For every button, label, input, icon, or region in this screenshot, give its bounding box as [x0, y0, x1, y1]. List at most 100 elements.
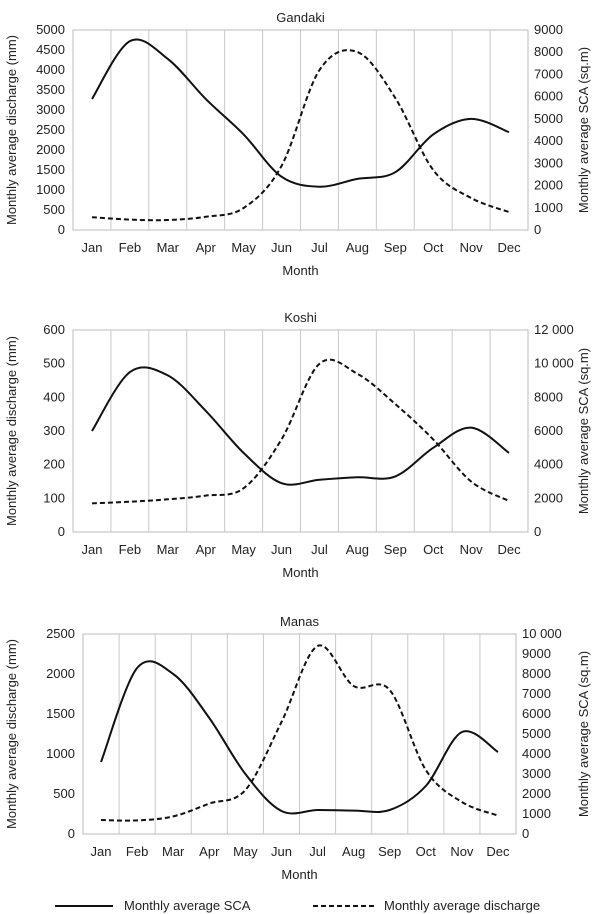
- sca-series-line: [91, 366, 510, 486]
- y-left-tick-label: 2500: [46, 626, 75, 641]
- y-right-tick-label: 0: [522, 826, 529, 841]
- y-right-tick-label: 12 000: [534, 322, 574, 337]
- y-left-tick-label: 600: [43, 322, 65, 337]
- y-right-tick-label: 8000: [534, 44, 563, 59]
- discharge-series-line: [91, 358, 510, 505]
- y-left-tick-label: 500: [53, 786, 75, 801]
- x-tick-label: Jul: [311, 542, 328, 557]
- x-tick-label: Dec: [497, 542, 521, 557]
- y-right-tick-label: 4000: [522, 746, 551, 761]
- x-tick-label: Nov: [460, 240, 484, 255]
- y-right-tick-label: 10 000: [534, 356, 574, 371]
- x-tick-label: Feb: [119, 240, 141, 255]
- y-right-axis-label: Monthly average SCA (sq.m): [576, 47, 591, 213]
- x-tick-label: Jun: [271, 240, 292, 255]
- y-left-tick-label: 0: [58, 524, 65, 539]
- y-left-axis-label: Monthly average discharge (mm): [4, 639, 19, 829]
- x-tick-label: Aug: [346, 240, 369, 255]
- x-tick-label: Sep: [378, 844, 401, 859]
- y-left-tick-label: 1500: [36, 162, 65, 177]
- x-tick-label: Sep: [384, 240, 407, 255]
- x-axis-label: Month: [282, 565, 318, 580]
- x-tick-label: Oct: [423, 240, 444, 255]
- y-right-tick-label: 6000: [534, 423, 563, 438]
- y-right-tick-label: 1000: [534, 200, 563, 215]
- y-left-tick-label: 300: [43, 423, 65, 438]
- y-right-tick-label: 1000: [522, 806, 551, 821]
- x-tick-label: Mar: [157, 542, 180, 557]
- y-right-tick-label: 2000: [534, 490, 563, 505]
- y-right-axis-label: Monthly average SCA (sq.m): [576, 348, 591, 514]
- y-left-tick-label: 3000: [36, 102, 65, 117]
- x-tick-label: Nov: [450, 844, 474, 859]
- legend-solid-label: Monthly average SCA: [124, 898, 251, 913]
- y-left-tick-label: 500: [43, 356, 65, 371]
- y-right-tick-label: 0: [534, 222, 541, 237]
- chart-panel-manas: Manas 0 500 1000 1500 2000 2500 0 1000 2000 3000 40…: [4, 614, 591, 882]
- x-tick-label: Dec: [497, 240, 521, 255]
- y-left-tick-label: 1000: [46, 746, 75, 761]
- y-left-tick-label: 400: [43, 389, 65, 404]
- x-tick-label: Feb: [126, 844, 148, 859]
- chart-panel-koshi: Koshi01002003004005006000200040006000800…: [4, 310, 591, 580]
- x-tick-label: Apr: [199, 844, 220, 859]
- y-right-axis-label: Monthly average SCA (sq.m): [576, 651, 591, 817]
- x-tick-label: Jan: [91, 844, 112, 859]
- y-right-tick-label: 4000: [534, 457, 563, 472]
- x-tick-label: Jan: [81, 240, 102, 255]
- x-tick-label: May: [231, 542, 256, 557]
- chart-title: Koshi: [284, 310, 317, 325]
- x-tick-label: Mar: [162, 844, 185, 859]
- y-left-tick-label: 1500: [46, 706, 75, 721]
- y-left-tick-label: 500: [43, 202, 65, 217]
- y-right-tick-label: 7000: [534, 66, 563, 81]
- y-right-tick-label: 5000: [534, 111, 563, 126]
- y-right-tick-label: 8000: [534, 389, 563, 404]
- y-left-tick-label: 100: [43, 490, 65, 505]
- y-right-tick-label: 2000: [534, 178, 563, 193]
- x-tick-label: Jan: [81, 542, 102, 557]
- y-left-tick-label: 3500: [36, 82, 65, 97]
- x-tick-label: Jul: [311, 240, 328, 255]
- x-tick-label: Dec: [486, 844, 510, 859]
- y-right-tick-label: 9000: [534, 22, 563, 37]
- sca-series-line: [91, 38, 510, 188]
- y-left-tick-label: 1000: [36, 182, 65, 197]
- sca-series-line: [100, 660, 499, 815]
- y-right-tick-label: 3000: [534, 155, 563, 170]
- x-axis-label: Month: [281, 867, 317, 882]
- x-tick-label: Mar: [157, 240, 180, 255]
- y-left-tick-label: 2000: [46, 666, 75, 681]
- x-tick-label: Apr: [196, 542, 217, 557]
- y-right-tick-label: 2000: [522, 786, 551, 801]
- x-tick-label: Jun: [271, 542, 292, 557]
- legend: Monthly average SCA Monthly average disc…: [55, 898, 540, 913]
- y-right-tick-label: 10 000: [522, 626, 562, 641]
- x-tick-label: Feb: [119, 542, 141, 557]
- x-tick-label: Apr: [196, 240, 217, 255]
- y-right-tick-label: 3000: [522, 766, 551, 781]
- y-right-tick-label: 0: [534, 524, 541, 539]
- discharge-series-line: [91, 49, 510, 222]
- chart-panel-gandaki: Gandaki 0 500 1000 1500 2000 2500 3000 3500 4000 4…: [4, 10, 591, 278]
- y-right-tick-label: 6000: [522, 706, 551, 721]
- y-left-tick-label: 4000: [36, 62, 65, 77]
- x-tick-label: Oct: [416, 844, 437, 859]
- x-tick-label: May: [233, 844, 258, 859]
- y-right-tick-label: 4000: [534, 133, 563, 148]
- y-right-tick-label: 7000: [522, 686, 551, 701]
- y-left-tick-label: 200: [43, 457, 65, 472]
- y-right-tick-label: 9000: [522, 646, 551, 661]
- y-right-tick-label: 8000: [522, 666, 551, 681]
- y-left-tick-label: 4500: [36, 42, 65, 57]
- x-tick-label: Jun: [271, 844, 292, 859]
- chart-title: Manas: [280, 614, 320, 629]
- discharge-series-line: [100, 644, 499, 822]
- x-tick-label: Aug: [342, 844, 365, 859]
- y-right-tick-label: 5000: [522, 726, 551, 741]
- x-axis-label: Month: [282, 263, 318, 278]
- x-tick-label: Aug: [346, 542, 369, 557]
- x-tick-label: Nov: [460, 542, 484, 557]
- x-tick-label: Jul: [309, 844, 326, 859]
